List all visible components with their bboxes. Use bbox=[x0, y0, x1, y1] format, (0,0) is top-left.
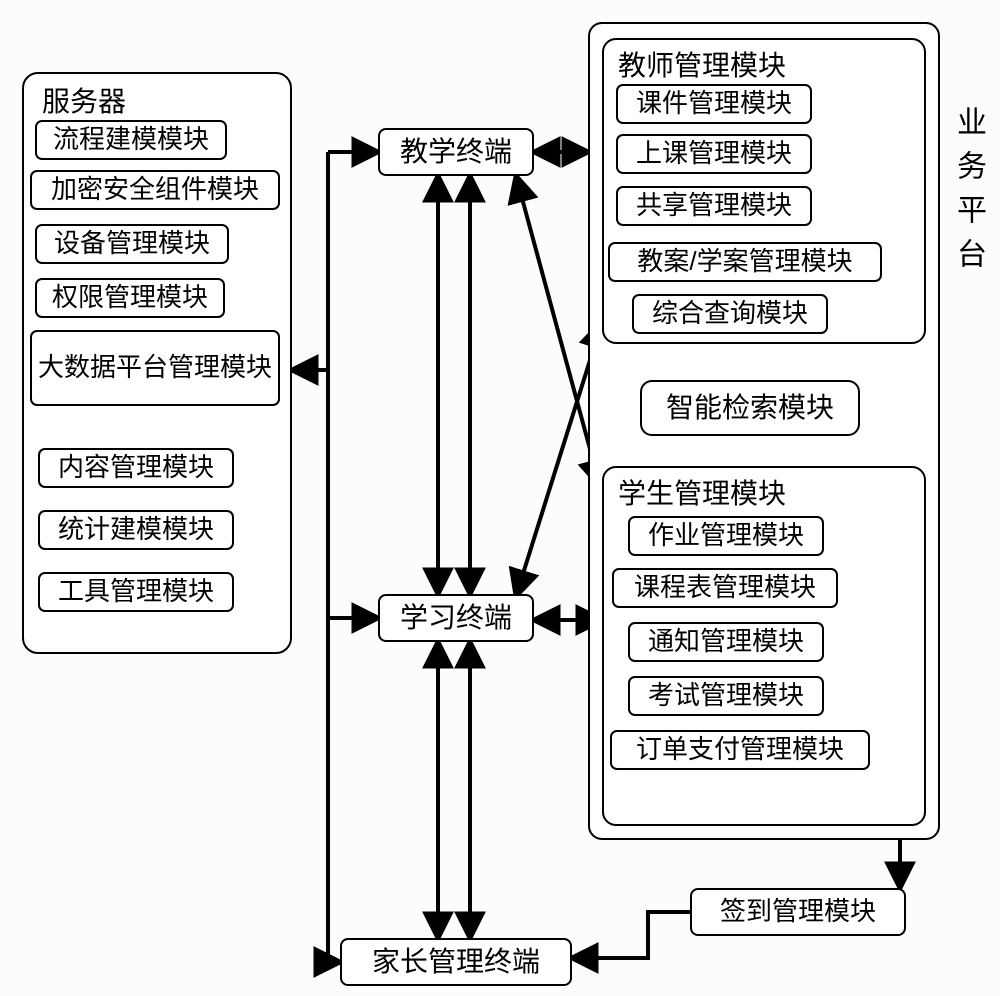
teacher-item-3: 教案/学案管理模块 bbox=[608, 242, 882, 282]
server-item-7: 工具管理模块 bbox=[38, 572, 234, 612]
student-item-4: 订单支付管理模块 bbox=[610, 730, 870, 770]
business-platform-label: 业务平台 bbox=[946, 106, 990, 282]
checkin-module: 签到管理模块 bbox=[690, 888, 906, 936]
student-module-title: 学生管理模块 bbox=[618, 472, 786, 512]
server-item-1: 加密安全组件模块 bbox=[30, 170, 280, 210]
server-item-6: 统计建模模块 bbox=[38, 510, 234, 550]
server-item-5: 内容管理模块 bbox=[38, 448, 234, 488]
student-item-2: 通知管理模块 bbox=[628, 622, 824, 662]
student-item-0: 作业管理模块 bbox=[628, 516, 824, 556]
teacher-module-title: 教师管理模块 bbox=[618, 44, 786, 84]
teacher-item-2: 共享管理模块 bbox=[616, 186, 812, 226]
learning-terminal-node: 学习终端 bbox=[378, 594, 534, 642]
server-item-2: 设备管理模块 bbox=[35, 224, 229, 264]
teacher-item-1: 上课管理模块 bbox=[616, 134, 812, 174]
teacher-item-4: 综合查询模块 bbox=[632, 294, 828, 334]
teacher-item-0: 课件管理模块 bbox=[616, 84, 812, 124]
student-item-3: 考试管理模块 bbox=[628, 676, 824, 716]
server-item-4: 大数据平台管理模块 bbox=[30, 330, 280, 406]
teaching-terminal-node: 教学终端 bbox=[378, 128, 534, 176]
smart-search-module: 智能检索模块 bbox=[640, 380, 860, 436]
server-item-0: 流程建模模块 bbox=[35, 120, 227, 160]
student-item-1: 课程表管理模块 bbox=[612, 568, 838, 608]
parent-terminal-node: 家长管理终端 bbox=[340, 938, 572, 986]
server-item-3: 权限管理模块 bbox=[35, 278, 225, 318]
server-panel-title: 服务器 bbox=[42, 80, 126, 120]
